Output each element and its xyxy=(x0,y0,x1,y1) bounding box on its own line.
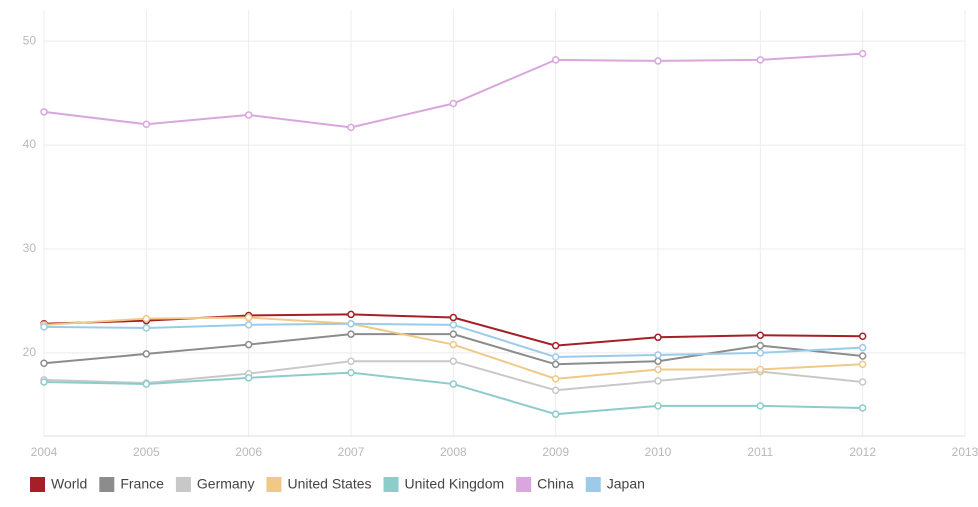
point xyxy=(858,343,867,352)
point xyxy=(551,341,560,350)
point xyxy=(551,386,560,395)
x-tick-label: 2004 xyxy=(31,445,58,459)
x-tick-label: 2010 xyxy=(645,445,672,459)
legend-swatch xyxy=(516,477,532,492)
point xyxy=(40,378,48,386)
point xyxy=(756,349,765,357)
y-tick-label: 50 xyxy=(23,33,37,47)
x-tick-label: 2007 xyxy=(338,445,365,459)
point xyxy=(654,357,662,365)
point xyxy=(40,323,48,331)
legend-swatch xyxy=(99,477,115,492)
point xyxy=(551,410,560,418)
point xyxy=(244,374,253,382)
legend-swatch xyxy=(30,477,45,492)
point xyxy=(654,351,662,359)
x-tick-label: 2011 xyxy=(747,445,773,459)
legend-swatch xyxy=(175,477,191,492)
x-tick-label: 2009 xyxy=(542,445,569,459)
point xyxy=(449,357,458,365)
point xyxy=(449,330,458,338)
point xyxy=(347,123,355,132)
legend-swatch xyxy=(266,477,282,492)
point xyxy=(756,402,765,410)
legend-label: World xyxy=(51,476,87,492)
point xyxy=(756,331,765,339)
point xyxy=(858,49,867,58)
legend-label: China xyxy=(537,476,574,492)
x-tick-label: 2006 xyxy=(235,445,262,459)
x-tick-label: 2012 xyxy=(849,445,876,459)
legend-label: France xyxy=(120,476,164,492)
point xyxy=(449,321,458,329)
point xyxy=(244,321,253,329)
point xyxy=(858,352,867,360)
point xyxy=(449,313,458,322)
legend-swatch xyxy=(585,477,601,492)
legend-label: Japan xyxy=(607,476,645,492)
y-tick-label: 30 xyxy=(23,241,37,255)
point xyxy=(551,360,560,369)
y-tick-label: 40 xyxy=(23,137,37,151)
x-tick-label: 2013 xyxy=(952,445,978,459)
point xyxy=(244,340,253,349)
point xyxy=(244,111,253,119)
legend-label: United States xyxy=(287,476,371,492)
point xyxy=(142,324,151,332)
point xyxy=(551,56,560,64)
point xyxy=(142,314,151,323)
point xyxy=(347,320,355,328)
point xyxy=(142,120,151,129)
point xyxy=(654,365,662,374)
x-tick-label: 2008 xyxy=(440,445,467,459)
y-tick-label: 20 xyxy=(23,345,37,359)
point xyxy=(756,341,765,350)
point xyxy=(40,108,48,116)
point xyxy=(654,333,662,342)
point xyxy=(858,360,867,369)
point xyxy=(449,380,458,388)
point xyxy=(858,378,867,386)
point xyxy=(858,332,867,341)
point xyxy=(756,56,765,64)
point xyxy=(551,375,560,383)
point xyxy=(551,353,560,361)
point xyxy=(654,402,662,410)
x-tick-label: 2005 xyxy=(133,445,160,459)
point xyxy=(654,377,662,385)
point xyxy=(40,359,48,368)
point xyxy=(449,340,458,349)
point xyxy=(347,310,355,319)
point xyxy=(142,380,151,388)
legend-swatch xyxy=(383,477,399,492)
point xyxy=(756,365,765,374)
point xyxy=(654,57,662,65)
point xyxy=(347,357,355,365)
point xyxy=(858,404,867,412)
point xyxy=(142,350,151,358)
legend-label: Germany xyxy=(197,476,255,492)
point xyxy=(449,99,458,108)
point xyxy=(244,313,253,322)
legend-label: United Kingdom xyxy=(405,476,505,492)
point xyxy=(347,368,355,377)
point xyxy=(347,330,355,338)
